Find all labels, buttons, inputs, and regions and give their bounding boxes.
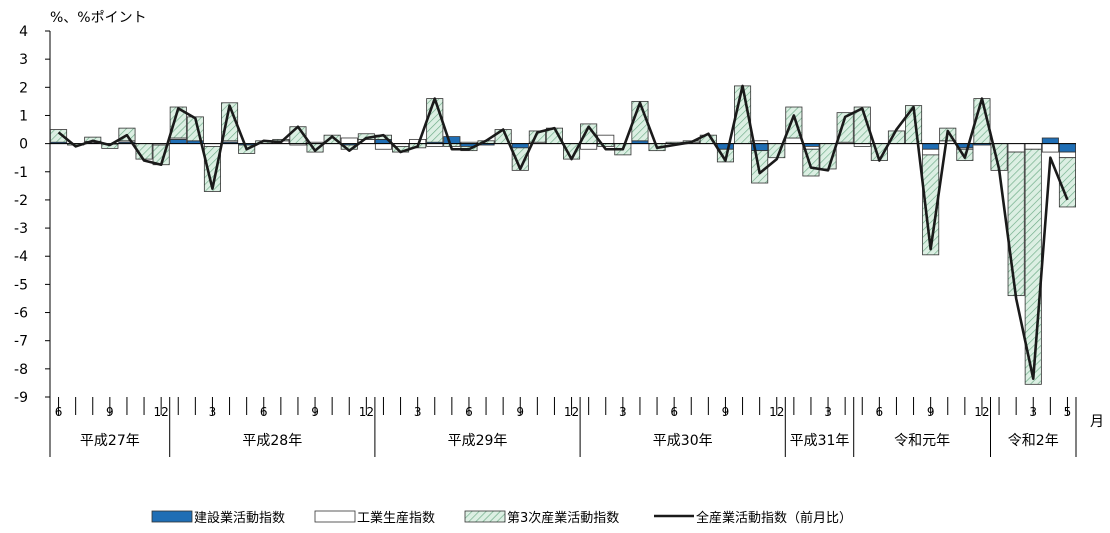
bar-建設業活動指数 — [1058, 143, 1076, 153]
x-tick-label: 9 — [722, 405, 730, 419]
x-tick-label: 6 — [670, 405, 678, 419]
bar-建設業活動指数 — [716, 143, 734, 150]
x-tick-label: 3 — [619, 405, 627, 419]
y-tick-label: 1 — [19, 108, 28, 124]
x-tick-label: 12 — [564, 405, 579, 419]
line-layer — [57, 84, 1069, 381]
legend: 建設業活動指数 工業生産指数 第3次産業活動指数 全産業活動指数（前月比） — [151, 510, 852, 526]
y-tick-label: -1 — [14, 165, 28, 181]
legend-label: 第3次産業活動指数 — [507, 510, 619, 526]
bar-工業生産指数 — [1041, 143, 1059, 153]
bar-第3次産業活動指数 — [511, 147, 529, 171]
bar-第3次産業活動指数 — [50, 129, 68, 143]
year-label: 平成30年 — [653, 433, 713, 449]
legend-swatch-第3次産業活動指数 — [464, 510, 506, 523]
x-tick-label: 6 — [876, 405, 884, 419]
x-tick-label: 3 — [209, 405, 217, 419]
x-axis-unit: 月 — [1090, 414, 1104, 430]
y-tick-label: -5 — [14, 277, 28, 293]
bar-工業生産指数 — [922, 148, 940, 156]
y-axis-label: %、%ポイント — [50, 10, 147, 26]
bar-工業生産指数 — [1058, 151, 1076, 159]
bar-建設業活動指数 — [443, 136, 461, 145]
y-tick-label: 3 — [19, 52, 28, 68]
bar-建設業活動指数 — [169, 138, 187, 145]
x-tick-label: 9 — [927, 405, 935, 419]
y-tick-label: -7 — [14, 334, 28, 350]
bar-工業生産指数 — [374, 143, 392, 150]
x-tick-label: 9 — [311, 405, 319, 419]
bar-第3次産業活動指数 — [836, 112, 854, 143]
bar-第3次産業活動指数 — [1007, 151, 1025, 297]
legend-label: 建設業活動指数 — [194, 510, 285, 526]
bar-建設業活動指数 — [922, 143, 940, 150]
x-tick-label: 3 — [1029, 405, 1037, 419]
x-tick-label: 12 — [769, 405, 784, 419]
x-tick-label: 12 — [154, 405, 169, 419]
x-tick-label: 5 — [1064, 405, 1072, 419]
y-tick-label: -2 — [14, 193, 28, 209]
x-tick-label: 6 — [260, 405, 268, 419]
x-axis: 6 9 12 3 6 9 12 3 6 9 12 3 6 9 12 3 6 9 12 3 5 平成27年 平成28年 平成29… — [49, 397, 1077, 457]
year-label: 令和2年 — [1008, 433, 1059, 449]
bar-建設業活動指数 — [1041, 137, 1059, 145]
bar-第3次産業活動指数 — [169, 106, 187, 139]
y-tick-label: -8 — [14, 362, 28, 378]
x-tick-label: 12 — [974, 405, 989, 419]
y-tick-label: 4 — [19, 24, 28, 40]
y-axis: 4 3 2 1 0 -1 -2 -3 -4 -5 -6 -7 -8 -9 — [14, 24, 51, 406]
x-tick-label: 6 — [55, 405, 63, 419]
x-tick-label: 12 — [359, 405, 374, 419]
y-tick-label: -3 — [14, 221, 28, 237]
x-tick-label: 9 — [516, 405, 524, 419]
y-tick-label: -6 — [14, 306, 28, 322]
bar-建設業活動指数 — [511, 143, 529, 149]
y-tick-label: -9 — [14, 390, 28, 406]
year-label: 平成31年 — [790, 433, 850, 449]
legend-label: 工業生産指数 — [357, 510, 435, 526]
y-tick-label: -4 — [14, 249, 28, 265]
bar-工業生産指数 — [580, 143, 598, 150]
bar-工業生産指数 — [785, 137, 803, 145]
year-label: 令和元年 — [894, 433, 950, 449]
y-tick-label: 0 — [19, 137, 28, 153]
y-tick-label: 2 — [19, 80, 28, 96]
x-tick-label: 6 — [465, 405, 473, 419]
bars-layer — [50, 85, 1076, 385]
year-label: 平成27年 — [80, 433, 140, 449]
bar-工業生産指数 — [340, 137, 358, 145]
bar-第3次産業活動指数 — [203, 146, 221, 192]
bar-工業生産指数 — [1007, 143, 1025, 153]
year-label: 平成28年 — [242, 433, 302, 449]
x-tick-label: 3 — [414, 405, 422, 419]
series-line — [57, 84, 1069, 381]
bar-第3次産業活動指数 — [528, 130, 546, 143]
year-label: 平成29年 — [448, 433, 508, 449]
legend-swatch-建設業活動指数 — [151, 510, 193, 523]
legend-label: 全産業活動指数（前月比） — [696, 510, 852, 526]
x-tick-label: 9 — [106, 405, 114, 419]
bar-工業生産指数 — [1024, 143, 1042, 150]
bar-第3次産業活動指数 — [426, 98, 444, 143]
legend-swatch-工業生産指数 — [314, 510, 356, 523]
x-tick-label: 3 — [824, 405, 832, 419]
